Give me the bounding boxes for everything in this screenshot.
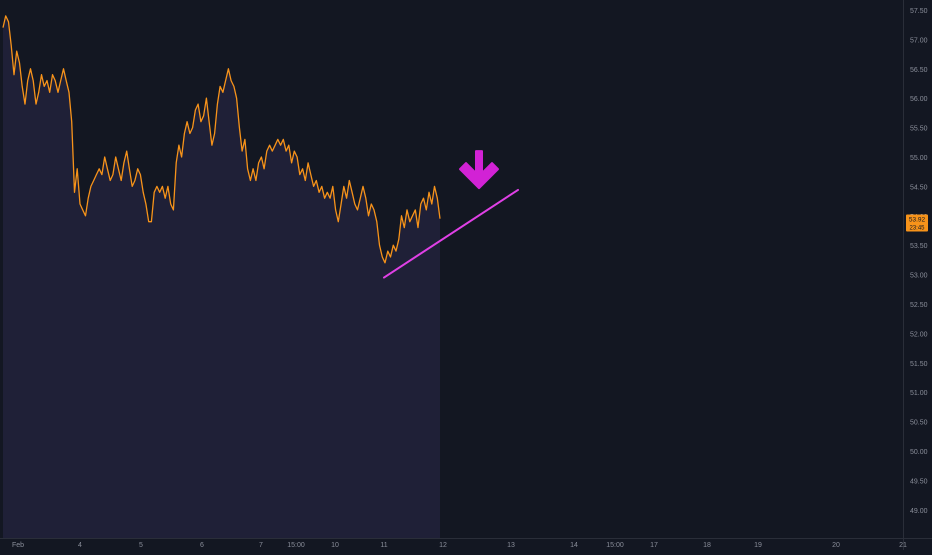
time-tick-label: 4 — [78, 542, 82, 549]
price-tick-label: 57.00 — [910, 37, 928, 44]
drawing-layer[interactable] — [383, 150, 519, 279]
last-price-label: 53.92 23:45 — [906, 214, 928, 232]
price-series-line[interactable] — [2, 15, 441, 264]
time-tick-label: 10 — [331, 542, 339, 549]
time-tick-label: 6 — [200, 542, 204, 549]
price-tick-label: 55.00 — [910, 155, 928, 162]
price-tick-label: 52.00 — [910, 331, 928, 338]
price-area-fill — [3, 15, 440, 538]
price-tick-label: 55.50 — [910, 126, 928, 133]
price-tick-label: 54.50 — [910, 184, 928, 191]
price-axis[interactable]: 57.5057.0056.5056.0055.5055.0054.5054.00… — [910, 8, 928, 515]
price-tick-label: 50.00 — [910, 449, 928, 456]
last-price-label-bg — [906, 214, 928, 232]
time-tick-label: 18 — [703, 542, 711, 549]
price-tick-label: 49.00 — [910, 508, 928, 515]
time-tick-label: 15:00 — [287, 542, 305, 549]
price-tick-label: 56.00 — [910, 96, 928, 103]
time-tick-label: 21 — [899, 542, 907, 549]
bar-countdown: 23:45 — [909, 226, 925, 232]
time-tick-label: 14 — [570, 542, 578, 549]
time-tick-label: 11 — [380, 542, 387, 549]
time-tick-label: 19 — [754, 542, 762, 549]
price-tick-label: 56.50 — [910, 67, 928, 74]
time-axis[interactable]: Feb 4 5 6 7 15:00 10 11 12 13 14 15:00 17 18 19 20 21 — [12, 542, 907, 549]
time-tick-label: 15:00 — [606, 542, 624, 549]
last-price-value: 53.92 — [909, 217, 926, 224]
price-tick-label: 50.50 — [910, 420, 928, 427]
price-tick-label: 53.00 — [910, 273, 928, 280]
trendline[interactable] — [383, 188, 519, 279]
down-arrow-icon[interactable] — [459, 150, 499, 190]
time-tick-label: 13 — [507, 542, 515, 549]
price-tick-label: 51.50 — [910, 361, 928, 368]
time-tick-label: 7 — [259, 542, 263, 549]
price-tick-label: 53.50 — [910, 243, 928, 250]
price-tick-label: 52.50 — [910, 302, 928, 309]
time-tick-label: 5 — [139, 542, 143, 549]
time-tick-label: 12 — [439, 542, 447, 549]
area-layer — [3, 15, 440, 538]
line-layer — [2, 15, 441, 264]
time-tick-label: Feb — [12, 542, 24, 549]
price-tick-label: 57.50 — [910, 8, 928, 15]
time-tick-label: 17 — [650, 542, 658, 549]
price-tick-label: 49.50 — [910, 478, 928, 485]
time-tick-label: 20 — [832, 542, 840, 549]
price-tick-label: 51.00 — [910, 390, 928, 397]
